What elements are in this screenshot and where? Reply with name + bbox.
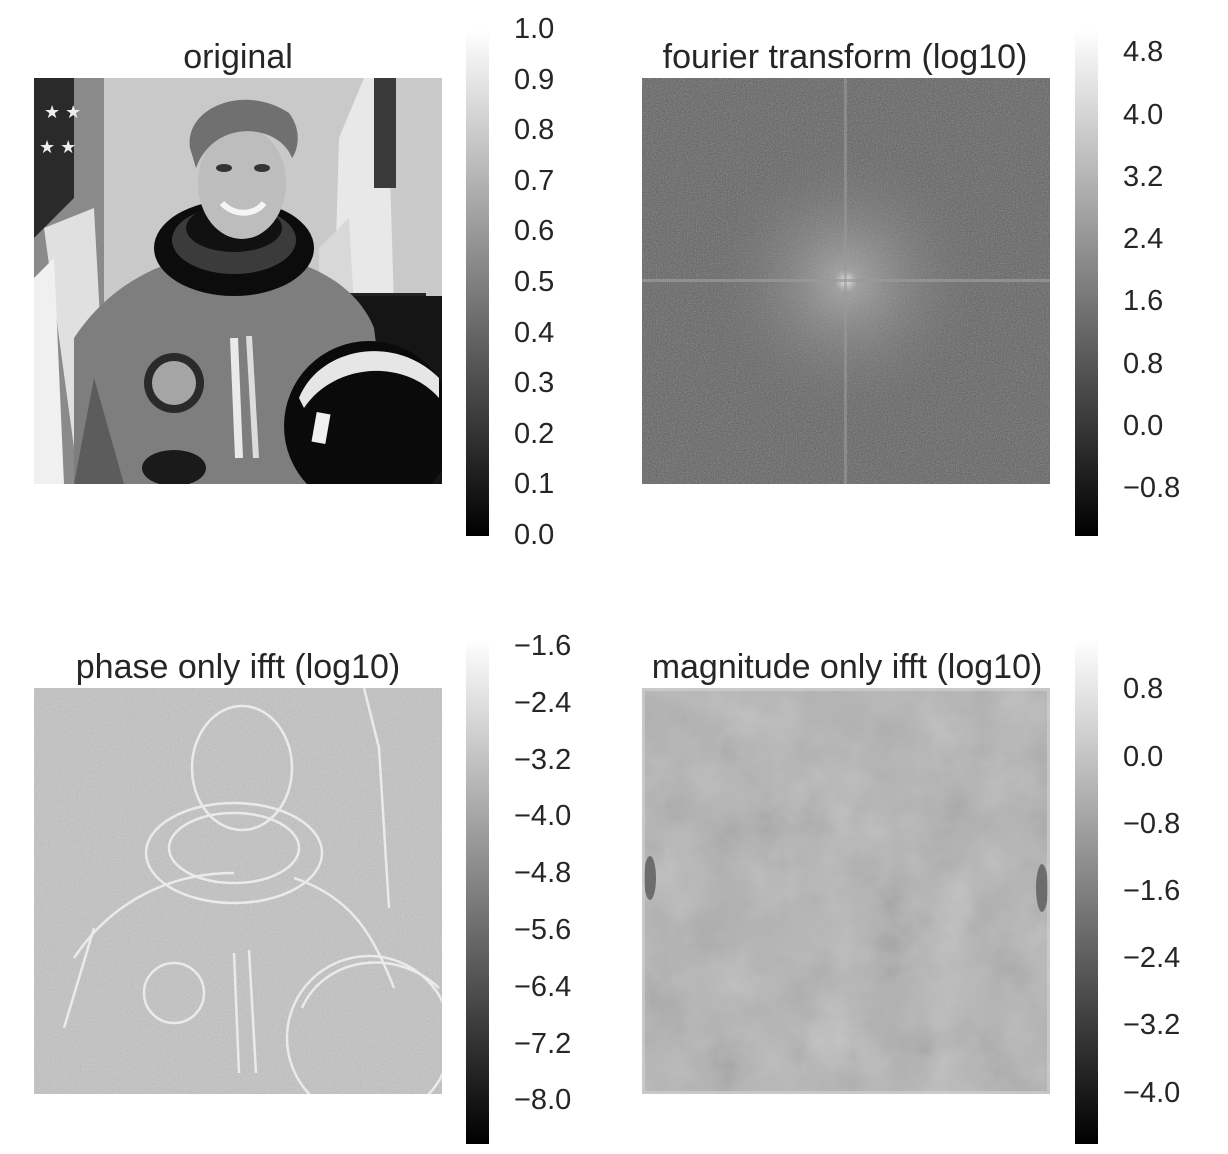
subplot-title: phase only ifft (log10) [75,648,401,686]
colorbar-original [466,30,489,536]
colorbar-tick-label: −1.6 [1123,875,1181,907]
colorbar-tick-label: −8.0 [514,1084,572,1117]
colorbar-tick-label: 0.6 [514,215,555,248]
colorbar-tick-label: −7.2 [514,1027,572,1060]
colorbar-tick-label: 0.8 [1123,673,1164,706]
svg-text:★ ★: ★ ★ [44,102,81,122]
colorbar-tick-label: 0.5 [514,266,555,298]
colorbar-tick-label: −4.8 [514,857,572,890]
colorbar-tick-label: 3.2 [1123,160,1164,193]
colorbar-tick-label: 0.0 [1123,410,1164,442]
colorbar-tick-label: 0.8 [1123,347,1164,380]
colorbar-tick-label: −0.8 [1123,472,1181,505]
colorbar-fourier [1075,30,1098,536]
colorbar-tick-label: 0.1 [514,468,555,501]
colorbar-tick-label: −1.6 [514,630,572,663]
colorbar-tick-label: 4.8 [1123,36,1164,69]
colorbar-tick-label: 1.6 [1123,285,1164,318]
colorbar-tick-label: 0.4 [514,316,555,349]
colorbar-tick-label: 0.3 [514,367,555,400]
colorbar-tick-label: −2.4 [1123,942,1181,975]
subplot-title: magnitude only ifft (log10) [651,648,1043,686]
image-magnitude-only [642,688,1050,1094]
colorbar-tick-label: −2.4 [514,686,572,719]
colorbar-tick-label: 0.8 [514,114,555,147]
image-phase-only [34,688,442,1094]
colorbar-tick-label: −0.8 [1123,807,1181,840]
image-astronaut: ★ ★ ★ ★ [34,78,442,484]
colorbar-tick-label: 0.2 [514,417,555,450]
colorbar-tick-label: −3.2 [514,743,572,776]
colorbar-tick-label: −6.4 [514,970,572,1003]
colorbar-tick-label: −5.6 [514,914,572,947]
image-fourier [642,78,1050,484]
colorbar-tick-label: 0.0 [514,519,555,551]
svg-text:★ ★: ★ ★ [39,137,76,157]
colorbar-tick-label: −4.0 [1123,1076,1181,1109]
subplot-title: fourier transform (log10) [662,38,1028,76]
colorbar-tick-label: 0.7 [514,164,555,197]
colorbar-tick-label: 4.0 [1123,98,1164,131]
colorbar-tick-label: 2.4 [1123,223,1164,256]
colorbar-tick-label: −3.2 [1123,1009,1181,1042]
subplot-title: original [183,38,293,76]
colorbar-tick-label: 1.0 [514,13,555,45]
colorbar-phase-only [466,640,489,1144]
colorbar-tick-label: 0.9 [514,63,555,96]
colorbar-tick-label: −4.0 [514,800,572,833]
colorbar-tick-label: 0.0 [1123,740,1164,773]
colorbar-magnitude-only [1075,640,1098,1144]
